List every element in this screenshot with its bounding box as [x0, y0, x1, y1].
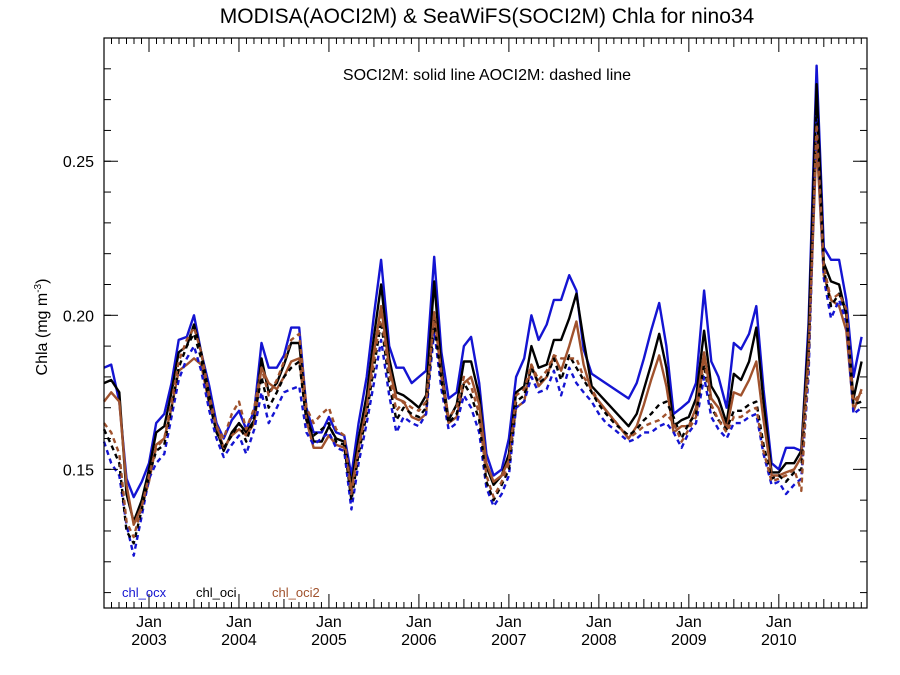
- legend: chl_ocx chl_oci chl_oci2: [122, 585, 320, 600]
- plot-frame: [103, 37, 868, 609]
- x-tick-label-month: Jan: [496, 614, 522, 631]
- x-tick-label-month: Jan: [766, 614, 792, 631]
- x-tick-label-month: Jan: [136, 614, 162, 631]
- x-tick-label-month: Jan: [406, 614, 432, 631]
- chart-title: MODISA(AOCI2M) & SeaWiFS(SOCI2M) Chla fo…: [220, 5, 755, 28]
- y-axis-label-close: ): [34, 279, 51, 284]
- legend-item-chl_ocx: chl_ocx: [122, 585, 167, 600]
- chart-subtitle: SOCI2M: solid line AOCI2M: dashed line: [343, 67, 631, 84]
- y-tick-label: 0.15: [63, 462, 94, 479]
- x-tick-label-month: Jan: [676, 614, 702, 631]
- x-tick-label-year: 2009: [671, 632, 707, 649]
- x-tick-label-month: Jan: [316, 614, 342, 631]
- series-line-chl_ocx-solid: [103, 64, 863, 499]
- series-line-chl_ocx-dashed: [102, 113, 863, 557]
- x-tick-label-month: Jan: [226, 614, 252, 631]
- axis-layer: 0.150.200.25Jan2003Jan2004Jan2005Jan2006…: [63, 37, 867, 649]
- x-tick-label-year: 2003: [131, 632, 167, 649]
- x-tick-label-year: 2010: [761, 632, 797, 649]
- series-line-chl_oci2-dashed: [103, 123, 863, 539]
- x-tick-label-month: Jan: [586, 614, 612, 631]
- y-axis-label-main: Chla (mg m: [34, 293, 51, 376]
- series-layer: [102, 64, 863, 557]
- x-tick-label-year: 2004: [221, 632, 257, 649]
- legend-item-chl_oci2: chl_oci2: [272, 585, 320, 600]
- x-tick-label-year: 2008: [581, 632, 617, 649]
- x-tick-label-year: 2005: [311, 632, 347, 649]
- x-tick-label-year: 2007: [491, 632, 527, 649]
- y-tick-label: 0.20: [63, 308, 94, 325]
- x-tick-label-year: 2006: [401, 632, 437, 649]
- y-tick-label: 0.25: [63, 154, 94, 171]
- y-axis-label-superscript: -3: [33, 283, 44, 292]
- series-line-chl_oci-dashed: [102, 98, 863, 545]
- legend-item-chl_oci: chl_oci: [196, 585, 237, 600]
- y-axis-label: Chla (mg m-3): [33, 279, 51, 376]
